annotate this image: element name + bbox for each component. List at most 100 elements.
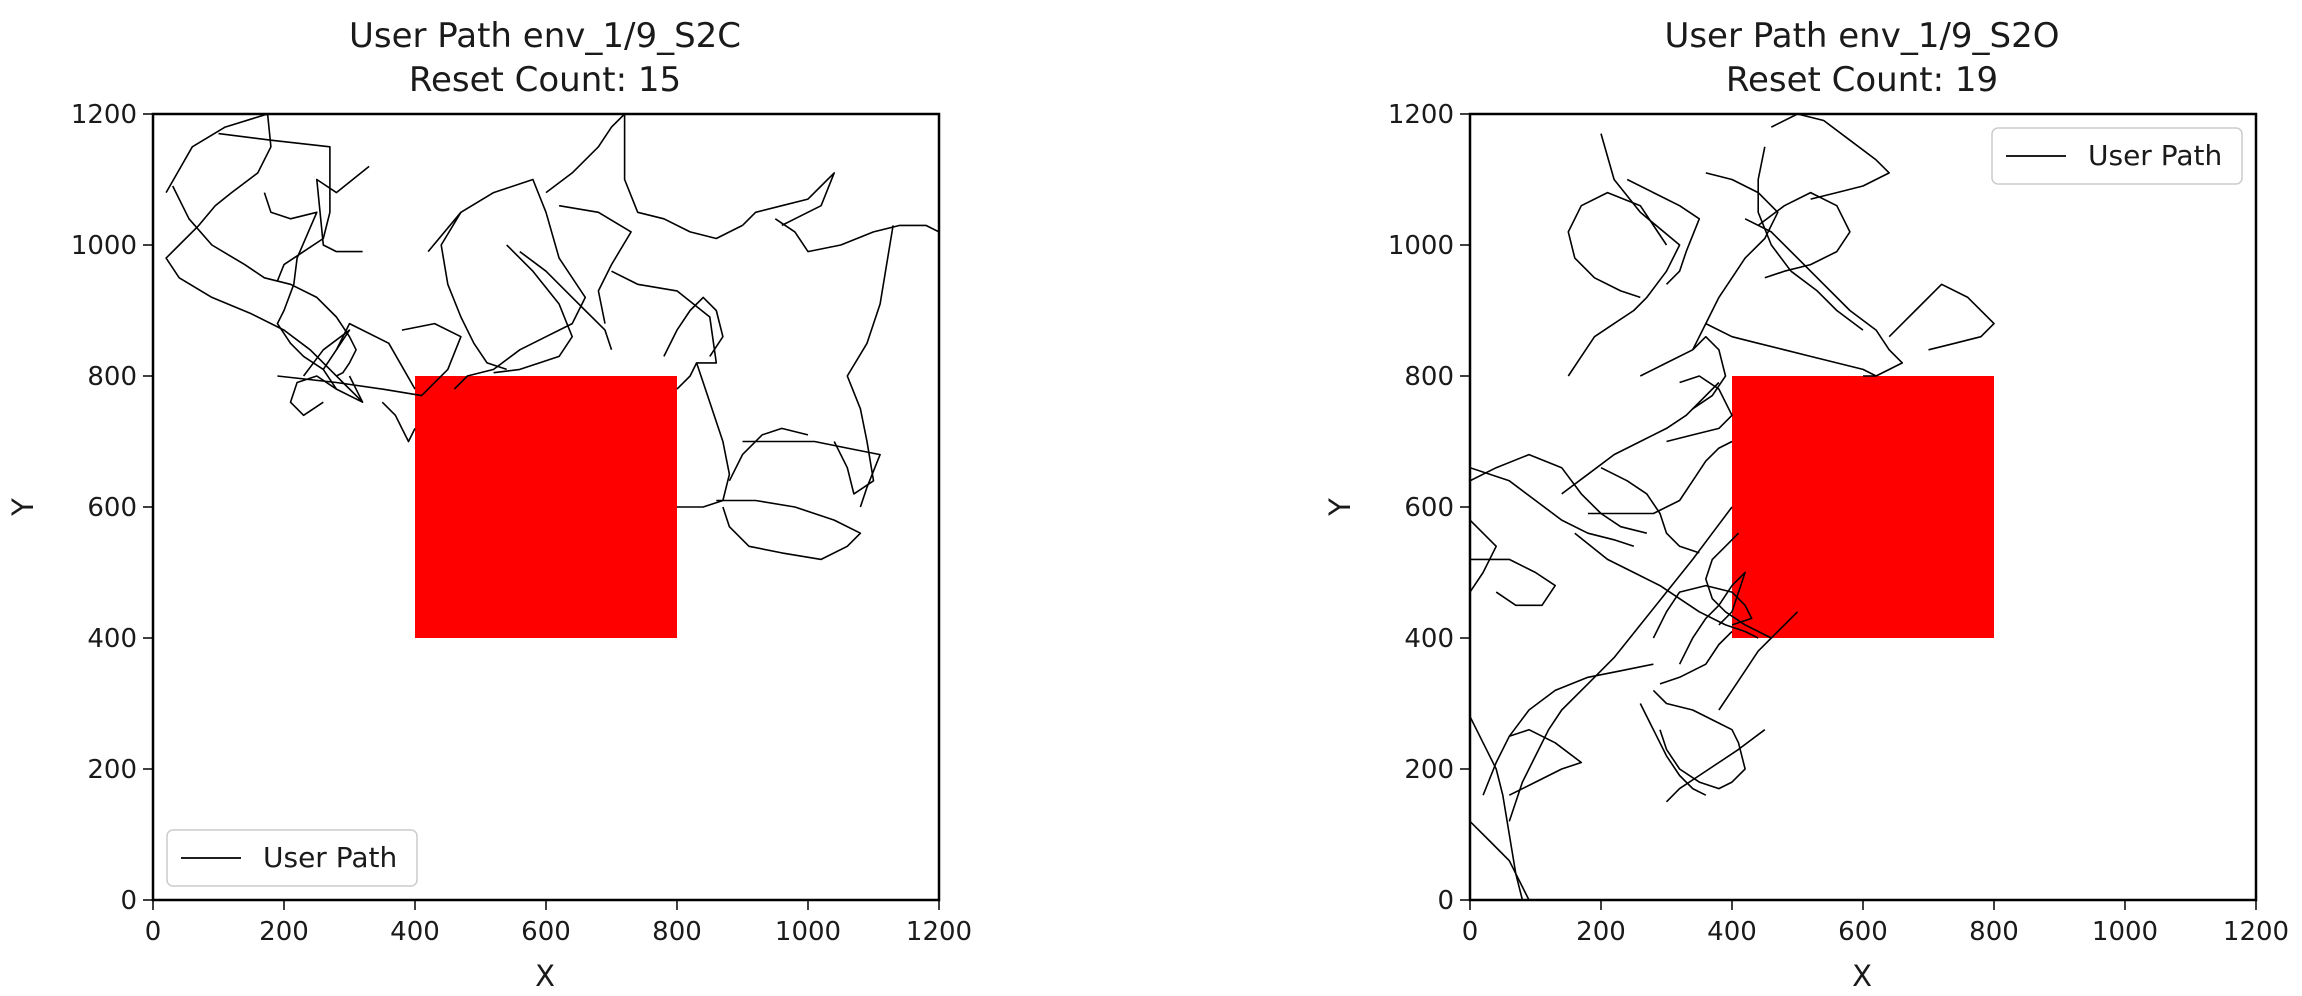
- user-path-segment: [1470, 519, 1497, 593]
- user-path-segment: [545, 114, 743, 240]
- y-tick-label: 0: [120, 886, 137, 916]
- y-tick-label: 1200: [71, 100, 137, 130]
- legend: User Path: [1991, 127, 2243, 185]
- user-path-segment: [1587, 440, 1733, 515]
- x-tick-label: 1200: [2223, 917, 2289, 947]
- user-path-segment: [427, 178, 587, 390]
- user-path-segment: [1470, 453, 1647, 534]
- x-tick-label: 0: [145, 917, 162, 947]
- chart-left-axes: 0 200 400 600 800 1000 1200 0 200 400 600 800 1000 12…: [71, 100, 972, 947]
- x-tick-label: 1000: [2092, 917, 2158, 947]
- user-path-segment: [1639, 335, 1727, 410]
- y-tick-label: 1000: [71, 231, 137, 261]
- user-path-series: [165, 114, 939, 561]
- user-path-segment: [440, 211, 507, 371]
- user-path-segment: [493, 244, 573, 374]
- user-path-segment: [519, 250, 613, 351]
- user-path-segment: [1744, 218, 1904, 377]
- user-path-segment: [302, 329, 364, 403]
- user-path-segment: [1470, 558, 1556, 607]
- user-path-segment: [1691, 172, 1779, 351]
- x-tick-label: 800: [652, 917, 702, 947]
- user-path-segment: [289, 375, 337, 417]
- x-tick-label: 0: [1462, 917, 1479, 947]
- user-path-segment: [381, 401, 416, 443]
- obstacle-rect: [1732, 376, 1994, 638]
- user-path-segment: [833, 225, 894, 495]
- user-path-segment: [1770, 114, 1890, 200]
- chart-right: User Path env_1/9_S2O Reset Count: 19 0 2…: [1323, 16, 2289, 993]
- legend-label: User Path: [263, 841, 397, 874]
- user-path-segment: [663, 296, 724, 357]
- chart-left-ylabel: Y: [6, 498, 40, 517]
- user-path-segment: [1678, 571, 1746, 665]
- chart-right-ylabel: Y: [1323, 498, 1357, 517]
- user-path-segment: [774, 218, 939, 253]
- y-tick-label: 1200: [1388, 100, 1454, 130]
- user-path-segment: [1705, 532, 1772, 639]
- x-tick-label: 800: [1969, 917, 2019, 947]
- chart-left: User Path env_1/9_S2C Reset Count: 15 0 2…: [6, 16, 972, 993]
- chart-right-xlabel: X: [1852, 959, 1872, 993]
- x-tick-label: 600: [1838, 917, 1888, 947]
- user-path-segment: [716, 499, 862, 561]
- user-path-segment: [1574, 532, 1759, 639]
- chart-right-subtitle: Reset Count: 19: [1726, 60, 1998, 100]
- y-tick-label: 0: [1437, 886, 1454, 916]
- user-path-segment: [1567, 191, 1668, 299]
- y-tick-label: 600: [1404, 493, 1454, 523]
- user-path-segment: [1600, 466, 1700, 554]
- user-path-segment: [1652, 689, 1746, 790]
- user-path-segment: [741, 172, 835, 227]
- user-path-segment: [677, 362, 731, 508]
- y-tick-label: 600: [87, 493, 137, 523]
- x-tick-label: 600: [521, 917, 571, 947]
- user-path-segment: [1561, 381, 1720, 495]
- user-path-segment: [1626, 178, 1701, 285]
- user-path-segment: [1508, 506, 1733, 822]
- user-path-segment: [263, 192, 324, 371]
- user-path-segment: [316, 165, 370, 253]
- user-path-segment: [1659, 630, 1733, 685]
- user-path-segment: [1705, 322, 1877, 377]
- x-tick-label: 400: [390, 917, 440, 947]
- user-path-segment: [1888, 283, 1995, 351]
- user-path-segment: [335, 322, 416, 390]
- user-path-segment: [558, 204, 632, 324]
- user-path-segment: [165, 114, 364, 403]
- x-tick-label: 400: [1707, 917, 1757, 947]
- user-path-segment: [1470, 466, 1635, 548]
- y-tick-label: 400: [1404, 624, 1454, 654]
- chart-left-subtitle: Reset Count: 15: [409, 60, 681, 100]
- y-tick-label: 200: [87, 755, 137, 785]
- x-tick-label: 1000: [775, 917, 841, 947]
- legend: User Path: [166, 829, 418, 887]
- user-path-segment: [728, 427, 809, 482]
- user-path-segment: [1757, 191, 1851, 279]
- user-path-segment: [1482, 663, 1654, 796]
- y-tick-label: 1000: [1388, 231, 1454, 261]
- obstacle-rect: [415, 376, 677, 638]
- user-path-segment: [1718, 611, 1799, 711]
- user-path-segment: [171, 185, 357, 377]
- user-path-segment: [1508, 728, 1583, 796]
- user-path-series: [1470, 114, 1995, 900]
- user-path-segment: [611, 270, 718, 390]
- chart-left-xlabel: X: [535, 959, 555, 993]
- y-tick-label: 200: [1404, 755, 1454, 785]
- x-tick-label: 200: [1576, 917, 1626, 947]
- user-path-segment: [1639, 703, 1707, 796]
- user-path-segment: [1470, 820, 1530, 900]
- user-path-segment: [277, 322, 462, 397]
- legend-label: User Path: [2088, 139, 2222, 172]
- user-path-segment: [218, 132, 331, 282]
- x-tick-label: 200: [259, 917, 309, 947]
- user-path-segment: [1757, 146, 1864, 331]
- x-tick-label: 1200: [906, 917, 972, 947]
- user-path-segment: [1652, 584, 1753, 639]
- chart-left-title: User Path env_1/9_S2C: [349, 16, 741, 56]
- y-tick-label: 800: [1404, 362, 1454, 392]
- y-tick-label: 800: [87, 362, 137, 392]
- chart-right-axes: 0 200 400 600 800 1000 1200 0 200 400 600 800 1000 12…: [1388, 100, 2289, 947]
